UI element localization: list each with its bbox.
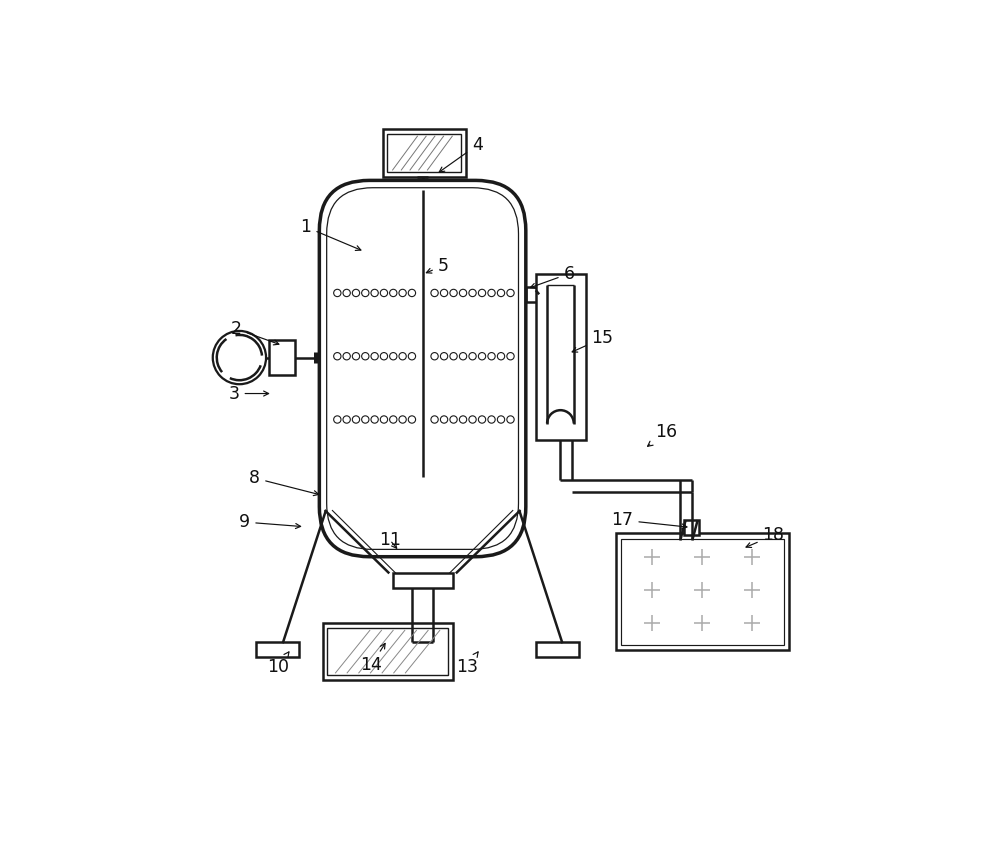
Text: 1: 1 — [301, 218, 361, 251]
Text: 3: 3 — [229, 385, 269, 402]
Text: 9: 9 — [239, 513, 301, 531]
Text: 2: 2 — [231, 320, 279, 345]
Bar — [409, 476, 437, 486]
Bar — [329, 407, 416, 432]
Bar — [536, 273, 586, 440]
Text: 4: 4 — [439, 136, 483, 172]
Text: 11: 11 — [379, 531, 401, 549]
Bar — [329, 280, 416, 305]
Text: 13: 13 — [456, 652, 478, 676]
Bar — [429, 343, 516, 368]
FancyBboxPatch shape — [319, 181, 526, 557]
Bar — [327, 628, 448, 676]
Text: 5: 5 — [426, 257, 449, 275]
Text: 16: 16 — [648, 423, 677, 446]
Text: 8: 8 — [249, 469, 319, 496]
Bar — [526, 287, 539, 302]
Bar — [256, 642, 299, 657]
Bar — [429, 407, 516, 432]
Bar — [269, 340, 295, 375]
Bar — [536, 642, 579, 657]
Text: 6: 6 — [530, 265, 575, 288]
Text: 18: 18 — [746, 527, 785, 548]
Bar — [616, 534, 789, 650]
Bar — [429, 280, 516, 305]
Bar — [329, 343, 416, 368]
Bar — [684, 520, 699, 535]
Bar — [393, 573, 453, 588]
Bar — [387, 134, 461, 172]
Bar — [621, 539, 784, 644]
Bar — [323, 624, 453, 680]
Text: 10: 10 — [267, 652, 289, 676]
Text: 15: 15 — [572, 330, 613, 352]
Text: 17: 17 — [611, 511, 687, 529]
Text: 14: 14 — [360, 644, 385, 675]
Bar — [383, 129, 466, 177]
